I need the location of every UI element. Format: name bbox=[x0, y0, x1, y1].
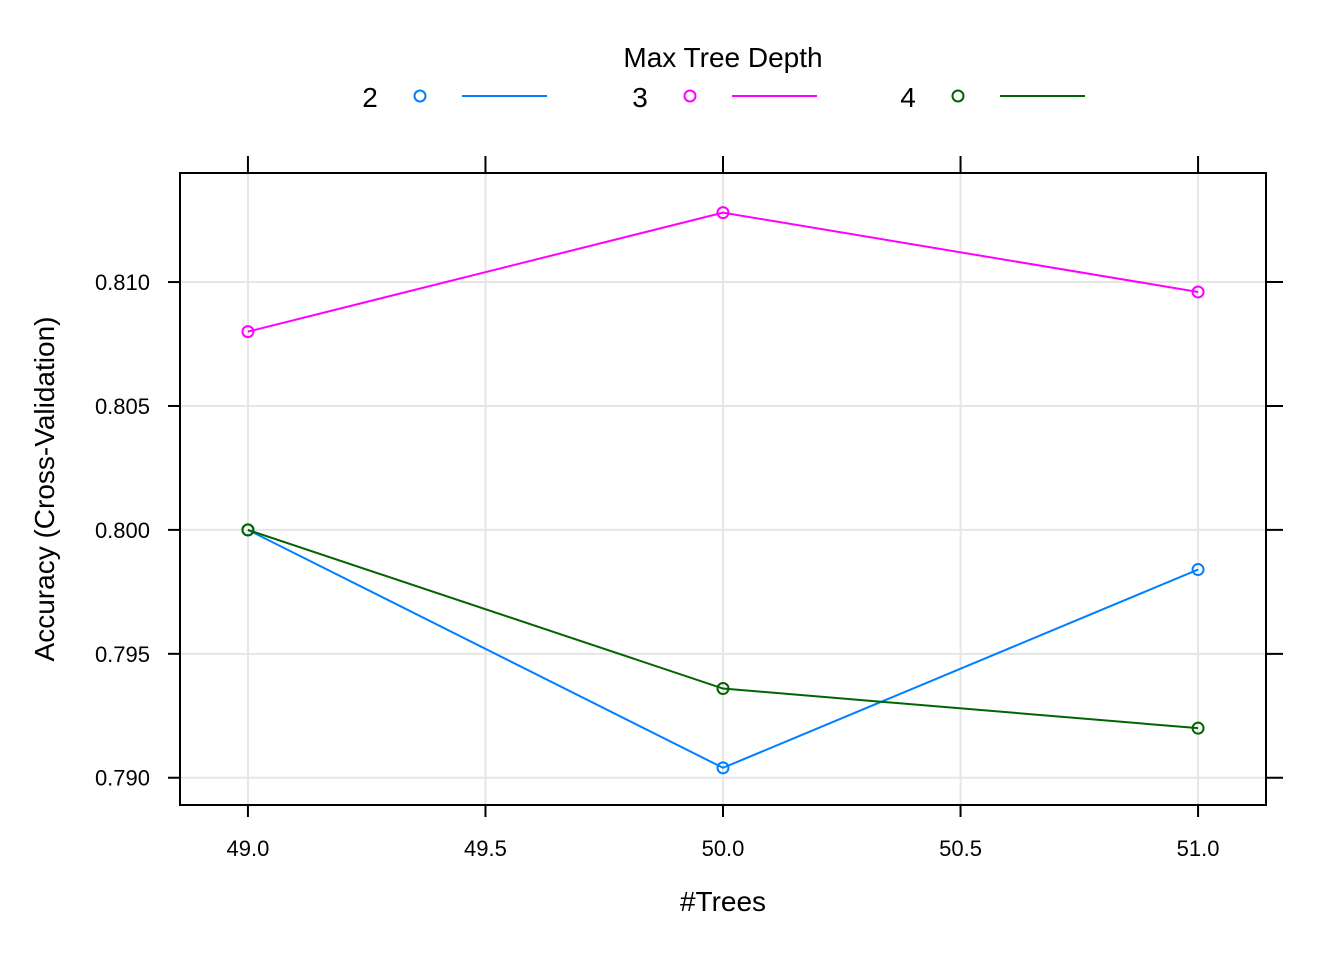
series-line-3 bbox=[247, 211, 1199, 333]
y-axis-title: Accuracy (Cross-Validation) bbox=[29, 317, 60, 662]
legend-item-3: 3 bbox=[632, 82, 817, 113]
legend-point-symbol bbox=[951, 89, 965, 103]
data-point-3 bbox=[1191, 285, 1205, 299]
legend-point-symbol bbox=[683, 89, 697, 103]
y-tick-labels: 0.790 0.795 0.800 0.805 0.810 bbox=[95, 270, 150, 791]
legend-items: 2 3 4 bbox=[362, 82, 1085, 113]
series-line-2 bbox=[247, 528, 1199, 769]
x-tick-label: 49.0 bbox=[227, 836, 270, 861]
legend-item-4: 4 bbox=[900, 82, 1085, 113]
y-tick-label: 0.810 bbox=[95, 270, 150, 295]
legend-point-symbol bbox=[413, 89, 427, 103]
series-4 bbox=[241, 523, 1205, 735]
legend-item-2: 2 bbox=[362, 82, 547, 113]
x-axis-title: #Trees bbox=[680, 886, 766, 917]
y-tick-label: 0.790 bbox=[95, 766, 150, 791]
data-point-4 bbox=[241, 523, 255, 537]
legend-label: 3 bbox=[632, 82, 648, 113]
legend-label: 2 bbox=[362, 82, 378, 113]
data-point-2 bbox=[716, 761, 730, 775]
plot-area: 49.0 49.5 50.0 50.5 51.0 0.790 0.795 0.800 0.80… bbox=[95, 156, 1283, 861]
y-tick-label: 0.805 bbox=[95, 394, 150, 419]
legend-label: 4 bbox=[900, 82, 916, 113]
series-3 bbox=[241, 206, 1205, 339]
y-tick-label: 0.795 bbox=[95, 642, 150, 667]
series-line-4 bbox=[247, 528, 1199, 730]
series-layer bbox=[241, 206, 1205, 775]
data-point-3 bbox=[716, 206, 730, 220]
data-point-3 bbox=[241, 325, 255, 339]
x-tick-label: 51.0 bbox=[1177, 836, 1220, 861]
legend: Max Tree Depth 2 3 4 bbox=[362, 42, 1085, 113]
data-point-4 bbox=[716, 682, 730, 696]
grid bbox=[180, 173, 1266, 805]
x-tick-label: 50.0 bbox=[702, 836, 745, 861]
data-point-2 bbox=[1191, 563, 1205, 577]
x-tick-labels: 49.0 49.5 50.0 50.5 51.0 bbox=[227, 836, 1220, 861]
x-tick-label: 50.5 bbox=[939, 836, 982, 861]
y-tick-label: 0.800 bbox=[95, 518, 150, 543]
data-point-4 bbox=[1191, 721, 1205, 735]
x-tick-label: 49.5 bbox=[464, 836, 507, 861]
legend-title: Max Tree Depth bbox=[623, 42, 822, 73]
tick-marks bbox=[168, 156, 1283, 817]
